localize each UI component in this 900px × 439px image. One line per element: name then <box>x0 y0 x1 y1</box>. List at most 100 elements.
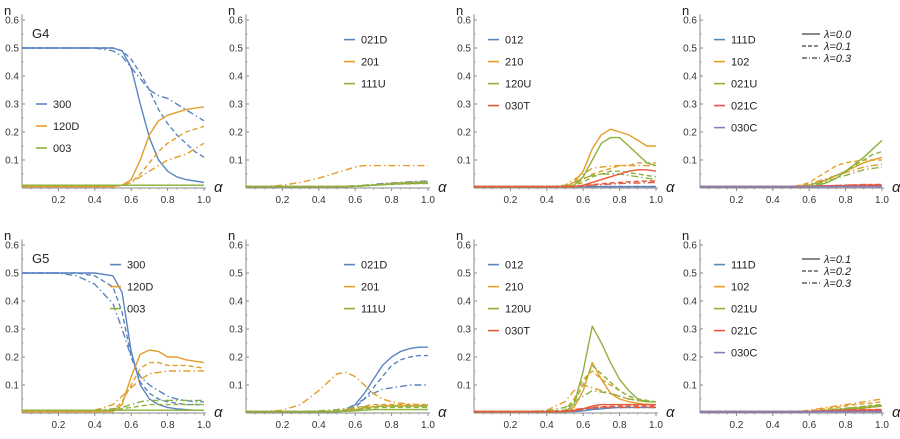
legend-label: 300 <box>127 260 145 272</box>
series-line-orange-dashdot <box>22 142 205 188</box>
x-tick-label: 0.2 <box>729 195 743 206</box>
legend: 012 210 120U 030T <box>488 260 531 338</box>
panel-1-3: 0.2 0.4 0.6 0.8 1.00.10.20.30.40.50.6nα01221… <box>456 3 675 206</box>
series-line-orange-solid <box>22 106 205 188</box>
y-tick-label: 0.1 <box>457 381 471 392</box>
style-legend-label: λ=0.1 <box>823 254 851 266</box>
series-line-orange-dashed <box>246 403 428 413</box>
legend-label: 021U <box>731 79 757 91</box>
x-tick-label: 0.8 <box>839 195 853 206</box>
series-line-orange-dashdot <box>246 164 428 188</box>
series-line-blue-dashed <box>474 406 656 413</box>
legend-label: 102 <box>731 57 749 69</box>
series-line-red-dashdot <box>474 181 657 188</box>
legend-label: 003 <box>53 143 71 155</box>
y-tick-label: 0.3 <box>229 100 243 111</box>
x-axis-label: α <box>438 179 447 196</box>
series-line-orange-dashed <box>474 162 656 188</box>
legend-label: 201 <box>361 282 379 294</box>
y-tick-label: 0.1 <box>229 156 243 167</box>
y-tick-label: 0.6 <box>229 16 243 27</box>
series-line-red-dashdot <box>474 406 656 413</box>
y-tick-label: 0.6 <box>5 16 19 27</box>
x-tick-label: 0.8 <box>161 420 175 431</box>
series-line-green-dashed <box>700 150 883 188</box>
x-tick-label: 0.2 <box>275 195 289 206</box>
row-label: G5 <box>32 251 49 266</box>
row-label: G4 <box>32 26 49 41</box>
y-tick-label: 0.4 <box>5 297 19 308</box>
legend-label: 030T <box>505 326 530 338</box>
x-tick-label: 0.2 <box>51 420 65 431</box>
x-tick-label: 0.6 <box>576 420 590 431</box>
x-tick-label: 0.2 <box>51 195 65 206</box>
y-tick-label: 0.5 <box>229 44 243 55</box>
y-axis-label: n <box>456 3 463 18</box>
y-axis-label: n <box>4 228 11 243</box>
y-tick-label: 0.5 <box>5 269 19 280</box>
x-tick-label: 0.4 <box>88 420 102 431</box>
y-axis-label: n <box>228 228 235 243</box>
y-axis-label: n <box>456 228 463 243</box>
legend-label: 003 <box>127 304 145 316</box>
x-tick-label: 0.4 <box>540 420 554 431</box>
y-tick-label: 0.2 <box>229 353 243 364</box>
x-tick-label: 1.0 <box>197 195 211 206</box>
legend-label: 111U <box>361 79 386 91</box>
x-tick-label: 0.2 <box>503 195 517 206</box>
style-legend-label: λ=0.0 <box>823 29 852 41</box>
y-tick-label: 0.2 <box>229 128 243 139</box>
series-line-red-solid <box>474 169 657 188</box>
panel-1-1: 0.2 0.4 0.6 0.8 1.00.10.20.30.40.50.6nαG4300… <box>4 3 223 206</box>
y-tick-label: 0.3 <box>683 100 697 111</box>
legend: 021D 201 111U <box>344 35 387 91</box>
panel-1-2: 0.2 0.4 0.6 0.8 1.00.10.20.30.40.50.6nα021D2… <box>228 3 447 206</box>
style-legend-label: λ=0.3 <box>823 278 852 290</box>
series-line-green-dashed <box>246 406 428 413</box>
y-tick-label: 0.6 <box>457 241 471 252</box>
legend-label: 111D <box>731 260 756 272</box>
y-tick-label: 0.4 <box>457 72 471 83</box>
y-tick-label: 0.4 <box>683 297 697 308</box>
series-line-orange-dashed <box>22 125 205 188</box>
y-tick-label: 0.5 <box>457 269 471 280</box>
x-tick-label: 1.0 <box>649 420 663 431</box>
y-axis-label: n <box>228 3 235 18</box>
y-tick-label: 0.4 <box>5 72 19 83</box>
x-tick-label: 0.4 <box>312 420 326 431</box>
legend-label: 021D <box>361 35 387 47</box>
y-tick-label: 0.2 <box>5 128 19 139</box>
x-axis-label: α <box>666 179 675 196</box>
style-legend-label: λ=0.3 <box>823 53 852 65</box>
y-tick-label: 0.3 <box>5 325 19 336</box>
series-line-green-dashdot <box>246 405 428 413</box>
legend-label: 210 <box>505 282 523 294</box>
series-line-orange-dashdot <box>474 164 656 188</box>
series-line-green-dashed <box>474 364 657 413</box>
series-line-orange-dashed <box>700 159 882 188</box>
legend: 111D 102 021U 021C 030C <box>714 35 757 135</box>
y-tick-label: 0.6 <box>683 16 697 27</box>
legend-label: 012 <box>505 35 523 47</box>
y-tick-label: 0.2 <box>457 128 471 139</box>
legend-label: 021C <box>731 326 757 338</box>
x-tick-label: 0.2 <box>503 420 517 431</box>
series-line-blue-solid <box>246 346 428 413</box>
x-tick-label: 0.6 <box>348 195 362 206</box>
style-legend-label: λ=0.2 <box>823 266 851 278</box>
legend-label: 021D <box>361 260 387 272</box>
series-line-green-dashed <box>22 403 204 411</box>
y-tick-label: 0.1 <box>457 156 471 167</box>
series-line-green-dashdot <box>22 399 204 411</box>
legend-label: 120D <box>127 282 153 294</box>
x-axis-label: α <box>666 404 675 421</box>
y-tick-label: 0.1 <box>5 381 19 392</box>
y-tick-label: 0.2 <box>5 353 19 364</box>
x-tick-label: 0.6 <box>802 420 816 431</box>
panel-1-4: 0.2 0.4 0.6 0.8 1.00.10.20.30.40.50.6nα111D1… <box>682 3 900 206</box>
series-line-orange-dashdot <box>22 370 204 413</box>
x-tick-label: 0.8 <box>613 420 627 431</box>
y-tick-label: 0.6 <box>5 241 19 252</box>
